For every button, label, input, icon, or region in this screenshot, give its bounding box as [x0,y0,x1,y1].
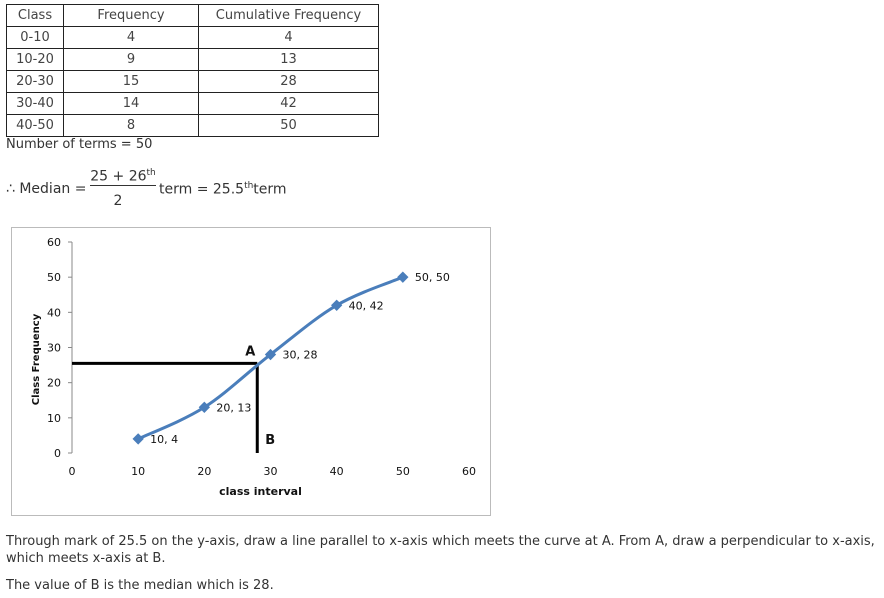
table-row: 40-50 8 50 [6,114,379,137]
table-cell: 28 [198,70,379,93]
header-cell: Class [6,4,64,27]
chart: 0 10 20 30 40 50 60 0 10 20 30 40 50 60 class interval… [11,227,491,516]
note: Number of terms = 50 [6,137,153,152]
data-label: 10, 4 [150,433,178,446]
y-tick-label: 30 [47,342,61,355]
y-axis-label: Class Frequency [31,313,42,405]
data-label: 30, 28 [283,349,318,362]
x-tick-label: 10 [131,465,145,478]
paragraph: Through mark of 25.5 on the y-axis, draw… [6,534,875,566]
x-tick-label: 60 [462,465,476,478]
point-label: A [245,344,255,359]
data-label: 20, 13 [216,401,251,414]
table-cell: 40-50 [6,114,64,137]
table-row: 0-10 4 4 [6,26,379,49]
numerator: 25 + 26 [90,168,147,185]
table-cell: 8 [63,114,199,137]
paragraph: The value of B is the median which is 28… [6,578,274,593]
header-cell: Frequency [63,4,199,27]
table-cell: 10-20 [6,48,64,71]
y-tick-label: 0 [54,447,61,460]
result-suffix: term [253,181,287,198]
y-tick-label: 60 [47,236,61,249]
table-cell: 50 [198,114,379,137]
y-tick-label: 40 [47,306,61,319]
table-cell: 4 [63,26,199,49]
x-tick-label: 20 [197,465,211,478]
table-cell: 13 [198,48,379,71]
x-axis-label: class interval [219,485,302,498]
table-row: 30-40 14 42 [6,92,379,115]
table-cell: 20-30 [6,70,64,93]
x-tick-label: 40 [330,465,344,478]
denominator: 2 [113,193,123,209]
data-label: 50, 50 [415,271,450,284]
table-cell: 4 [198,26,379,49]
y-tick-label: 20 [47,377,61,390]
result: term = 25.5 [159,181,245,198]
table-row: 10-20 9 13 [6,48,379,71]
frequency-table: Class Frequency Cumulative Frequency 0-10 4… [6,4,379,137]
table-cell: 15 [63,70,199,93]
formula-prefix: ∴ Median = [6,181,87,197]
y-tick-label: 10 [47,412,61,425]
formula-result: term = 25.5thterm [159,181,287,198]
foot-label: B [265,433,275,448]
table-cell: 9 [63,48,199,71]
header-cell: Cumulative Frequency [198,4,379,27]
table-cell: 14 [63,92,199,115]
data-point [331,299,343,311]
table-cell: 42 [198,92,379,115]
fraction-numerator: 25 + 26th [90,168,156,186]
data-point [198,401,210,413]
data-point [132,433,144,445]
y-tick-label: 50 [47,271,61,284]
x-tick-label: 50 [396,465,410,478]
table-row: 20-30 15 28 [6,70,379,93]
x-tick-label: 30 [264,465,278,478]
table-cell: 0-10 [6,26,64,49]
table-cell: 30-40 [6,92,64,115]
x-tick-label: 0 [69,465,76,478]
result-sup: th [244,181,254,191]
data-label: 40, 42 [349,299,384,312]
numerator-sup: th [146,168,156,178]
